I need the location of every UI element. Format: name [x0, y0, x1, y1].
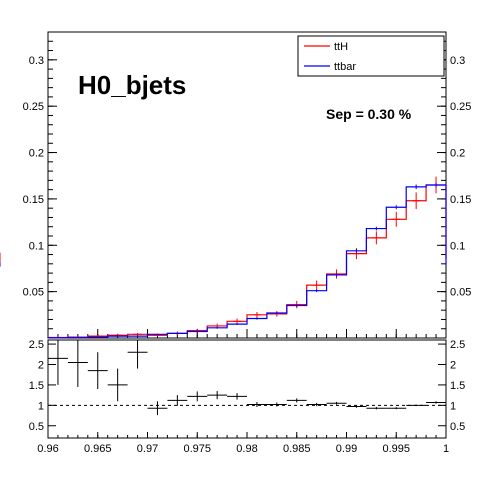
legend-label-tth: ttH: [334, 41, 348, 53]
plot-title: H0_bjets: [78, 70, 186, 100]
ratio-y-tick-label-right: 0.5: [450, 421, 465, 433]
main-plot-frame: [47, 31, 447, 339]
ratio-y-tick-label-right: 1.5: [450, 380, 465, 392]
ratio-y-ticks-left: 0.5 1 1.5 2 2.5: [29, 339, 56, 433]
ratio-x-tick-label: 0.995: [382, 443, 410, 455]
ratio-y-tick-label-right: 2.5: [450, 339, 465, 351]
main-y-tick-label-right: 0.25: [450, 101, 471, 113]
main-y-tick-label: 0.2: [29, 148, 44, 160]
ratio-panel: 0.511.522.5 0.511.522.5 0.96 0.965 0.97 0.9…: [29, 339, 466, 455]
main-y-ticks-left: 0.05 0.1 0.15 0.2 0.25 0.3: [23, 40, 57, 330]
ratio-x-tick-label: 0.985: [283, 443, 311, 455]
legend-box: [297, 35, 445, 77]
histogram-series-ttbar: [47, 184, 447, 339]
ratio-x-tick-label: 1: [443, 443, 449, 455]
main-y-ticks-right: 0.05 0.1 0.15 0.2 0.25 0.3: [437, 40, 471, 330]
ratio-x-tick-label: 0.975: [183, 443, 211, 455]
ratio-y-tick-label: 2: [38, 360, 44, 372]
ratio-x-tick-label: 0.97: [137, 443, 158, 455]
ratio-points-group: [48, 340, 446, 416]
main-y-tick-label: 0.1: [29, 240, 44, 252]
main-y-tick-label: 0.3: [29, 55, 44, 67]
ratio-x-tick-label: 0.99: [336, 443, 357, 455]
ratio-y-ticks-right: 0.5 1 1.5 2 2.5: [438, 339, 465, 433]
ratio-y-tick-label: 0.5: [29, 421, 44, 433]
main-series-group: [0, 176, 447, 339]
ratio-x-tick-label: 0.98: [236, 443, 257, 455]
ratio-x-tick-label: 0.96: [37, 443, 58, 455]
ratio-plot-frame: [47, 339, 447, 439]
ratio-y-tick-label-right: 1: [450, 400, 456, 412]
ratio-y-tick-label: 2.5: [29, 339, 44, 351]
main-y-tick-label-right: 0.15: [450, 194, 471, 206]
main-y-tick-label-right: 0.05: [450, 287, 471, 299]
ratio-x-tick-label: 0.965: [84, 443, 112, 455]
legend-label-ttbar: ttbar: [334, 61, 356, 73]
separation-annotation: Sep = 0.30 %: [326, 106, 412, 122]
ratio-y-tick-label: 1.5: [29, 380, 44, 392]
ratio-y-tick-label: 1: [38, 400, 44, 412]
ratio-x-ticks: 0.96 0.965 0.97 0.975 0.98 0.985 0.99 0.995 1: [37, 432, 449, 455]
main-y-tick-label-right: 0.3: [450, 55, 465, 67]
ratio-y-tick-label-right: 2: [450, 360, 456, 372]
legend: ttH ttbar: [297, 35, 445, 77]
main-panel: 0.05 0.1 0.15 0.2 0.25 0.3 0.05 0.1 0.15 0.2 0.25…: [0, 31, 471, 339]
main-y-tick-label: 0.15: [23, 194, 44, 206]
main-y-tick-label: 0.05: [23, 287, 44, 299]
main-y-tick-label: 0.25: [23, 101, 44, 113]
main-y-tick-label-right: 0.2: [450, 148, 465, 160]
main-y-tick-label-right: 0.1: [450, 240, 465, 252]
